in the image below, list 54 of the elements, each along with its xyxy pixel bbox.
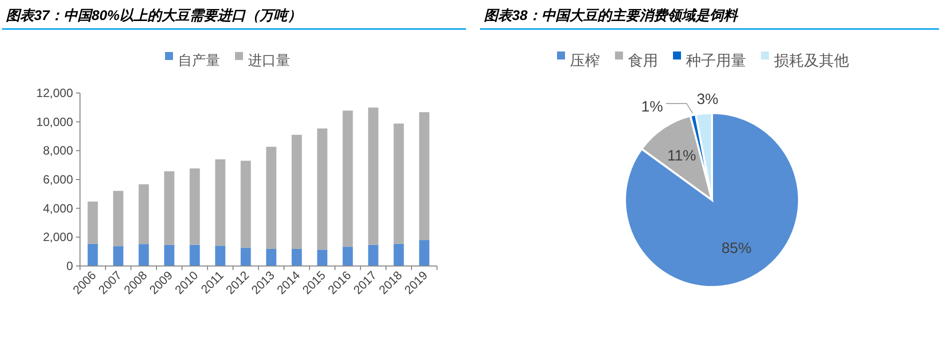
bar	[164, 244, 174, 266]
bar	[342, 246, 353, 266]
bar	[266, 146, 276, 249]
bar	[138, 184, 149, 244]
bar	[394, 244, 404, 266]
bar	[113, 190, 124, 246]
legend-item: 损耗及其他	[761, 52, 849, 70]
bar	[419, 112, 430, 240]
legend-item: 压榨	[557, 52, 600, 70]
bar	[190, 244, 200, 266]
bar	[215, 246, 226, 266]
data-label: 85%	[721, 240, 752, 258]
y-tick-label: 10,000	[36, 114, 74, 129]
bar	[292, 248, 302, 266]
y-tick-label: 6,000	[42, 172, 74, 186]
legend-item: 自产量	[165, 52, 220, 68]
data-label: 11%	[667, 147, 696, 164]
bar	[292, 134, 302, 249]
bar	[190, 168, 200, 245]
legend-label: 自产量	[178, 52, 220, 68]
chart-title: 图表38：中国大豆的主要消费领域是饲料	[484, 7, 739, 23]
legend-item: 进口量	[235, 52, 290, 68]
bar	[394, 124, 404, 244]
y-tick-label: 8,000	[42, 144, 74, 158]
bar	[240, 160, 251, 248]
bar	[113, 246, 124, 266]
bar	[164, 171, 174, 245]
bar	[240, 248, 251, 266]
y-tick-label: 2,000	[42, 230, 74, 244]
legend-label: 进口量	[248, 52, 290, 68]
pie-slice	[624, 112, 800, 288]
bar	[317, 128, 328, 250]
bar	[215, 159, 226, 246]
y-tick-label: 12,000	[36, 86, 74, 100]
data-label: 1%	[641, 98, 663, 116]
bar	[88, 244, 98, 266]
bar	[317, 250, 328, 266]
bar	[368, 244, 378, 266]
legend-label: 损耗及其他	[774, 52, 849, 70]
data-label: 3%	[696, 91, 718, 108]
y-tick-label: 4,000	[42, 201, 74, 216]
legend-label: 种子用量	[686, 52, 746, 70]
y-tick-label: 0	[66, 259, 74, 273]
legend-label: 食用	[628, 52, 658, 70]
bar	[368, 108, 378, 245]
bar	[342, 110, 353, 247]
bar	[88, 202, 98, 244]
bar	[266, 248, 276, 266]
chart-title: 图表37：中国80%以上的大豆需要进口（万吨）	[6, 7, 302, 23]
legend-label: 压榨	[570, 52, 600, 70]
bar	[419, 240, 430, 266]
legend-item: 种子用量	[673, 52, 746, 70]
legend-item: 食用	[615, 52, 658, 70]
bar	[138, 244, 149, 266]
